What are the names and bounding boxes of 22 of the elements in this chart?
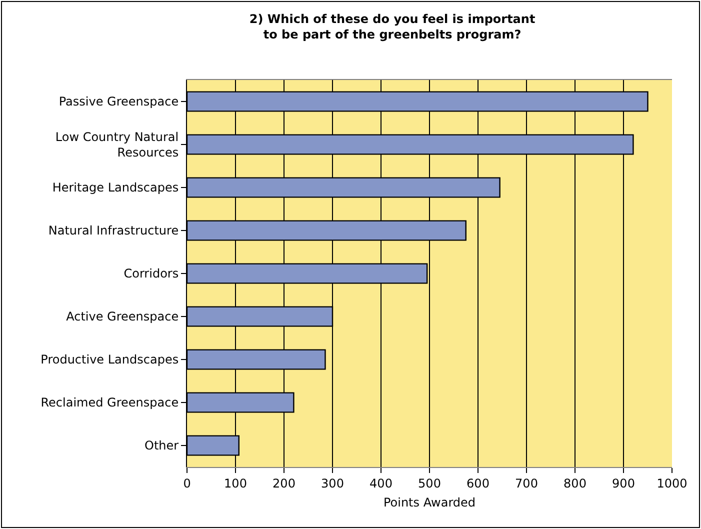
x-tick-label: 600 xyxy=(466,476,490,490)
y-tick-label: Passive Greenspace xyxy=(58,94,179,109)
y-tick-label: Other xyxy=(144,438,179,453)
x-tick-label: 700 xyxy=(515,476,538,490)
y-tick-label: Heritage Landscapes xyxy=(52,180,179,195)
y-tick-label: Low Country Natural Resources xyxy=(55,130,179,160)
x-tick-label: 1000 xyxy=(656,476,688,490)
x-tick-label: 800 xyxy=(564,476,586,490)
chart-title: 2) Which of these do you feel is important to be part of the greenbelts program? xyxy=(249,12,536,42)
y-tick-label: Productive Landscapes xyxy=(40,352,179,367)
y-tick-label: Natural Infrastructure xyxy=(48,224,179,238)
x-tick-label: 0 xyxy=(183,476,191,490)
x-tick-label: 100 xyxy=(224,476,247,490)
x-tick-label: 500 xyxy=(418,476,441,490)
y-tick-label: Active Greenspace xyxy=(66,310,179,324)
x-tick-label: 400 xyxy=(370,476,392,490)
x-tick-label: 900 xyxy=(612,476,635,490)
y-tick-label: Reclaimed Greenspace xyxy=(40,396,179,410)
x-tick-label: 300 xyxy=(321,476,344,490)
x-tick-label: 200 xyxy=(272,476,296,490)
y-tick-label: Corridors xyxy=(124,266,179,281)
x-axis-title: Points Awarded xyxy=(383,495,476,510)
